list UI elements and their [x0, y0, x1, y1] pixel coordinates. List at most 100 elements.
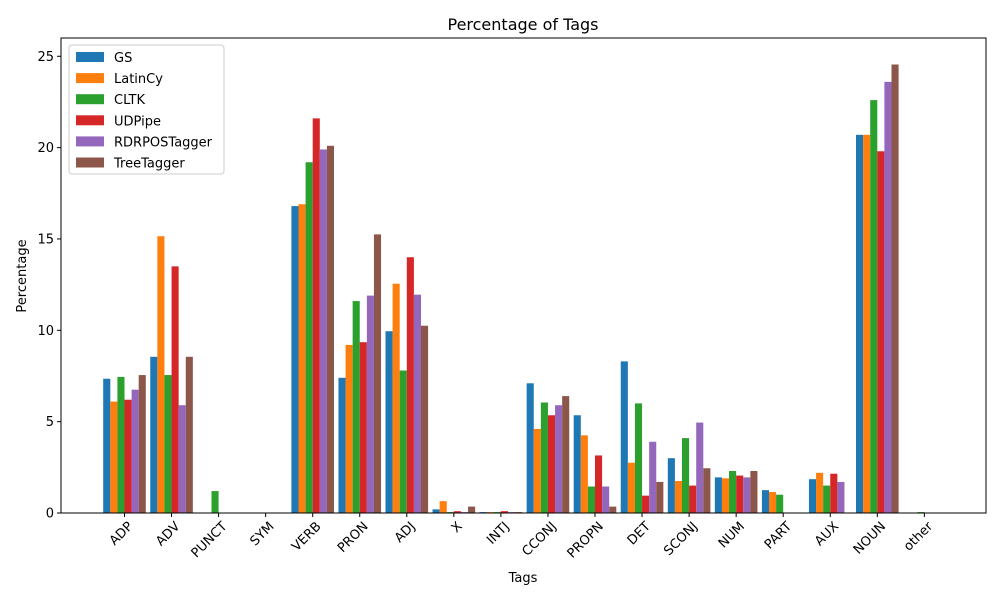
- bar-x-gs: [432, 509, 440, 513]
- bar-sconj-treetagger: [703, 468, 711, 513]
- bar-det-gs: [620, 361, 628, 513]
- bar-adp-rdrpostagger: [131, 389, 139, 513]
- bar-aux-gs: [808, 479, 817, 513]
- bar-propn-udpipe: [595, 455, 603, 513]
- bar-punct-cltk: [211, 491, 219, 513]
- bar-verb-gs: [291, 206, 299, 513]
- bar-x-treetagger: [468, 506, 476, 513]
- bar-noun-udpipe: [877, 151, 885, 513]
- legend-label-gs: GS: [114, 51, 132, 66]
- bar-num-gs: [714, 477, 722, 514]
- bar-part-latincy: [769, 491, 777, 513]
- bar-verb-treetagger: [326, 145, 334, 514]
- bar-cconj-udpipe: [547, 415, 556, 513]
- legend-swatch-gs: [76, 52, 104, 62]
- bar-aux-udpipe: [830, 473, 838, 513]
- bar-sconj-latincy: [674, 481, 682, 513]
- bar-adp-udpipe: [124, 399, 132, 513]
- bar-verb-latincy: [298, 204, 306, 513]
- y-axis-label: Percentage: [15, 239, 30, 312]
- bar-num-cltk: [729, 470, 737, 513]
- bar-cconj-latincy: [533, 428, 541, 513]
- bar-propn-treetagger: [609, 506, 617, 513]
- bar-noun-treetagger: [891, 64, 899, 514]
- bar-pron-treetagger: [373, 234, 382, 513]
- bar-noun-rdrpostagger: [884, 81, 892, 513]
- bar-pron-udpipe: [359, 342, 367, 513]
- plot-frame: [60, 37, 987, 514]
- bar-adv-gs: [150, 356, 158, 513]
- bar-det-udpipe: [642, 495, 650, 513]
- bar-adj-cltk: [399, 370, 407, 513]
- y-tick-label: 0: [46, 507, 54, 522]
- bar-propn-rdrpostagger: [602, 486, 610, 513]
- bar-adj-gs: [385, 331, 393, 513]
- bar-adp-latincy: [110, 401, 118, 513]
- x-axis-label: Tags: [508, 571, 538, 586]
- legend-swatch-cltk: [76, 94, 104, 105]
- bar-num-latincy: [721, 478, 730, 513]
- y-axis: 0 5 10 15 20 25: [37, 50, 61, 522]
- bar-part-gs: [761, 490, 769, 513]
- bar-num-rdrpostagger: [743, 477, 751, 514]
- bar-part-cltk: [776, 494, 784, 513]
- bar-sconj-rdrpostagger: [696, 422, 704, 513]
- bar-intj-udpipe: [500, 511, 508, 513]
- bar-propn-gs: [573, 415, 581, 513]
- bar-cconj-gs: [526, 383, 534, 513]
- y-tick-label: 5: [46, 415, 54, 430]
- legend-swatch-rdrpostagger: [76, 136, 104, 147]
- bar-propn-cltk: [587, 486, 595, 513]
- bar-adj-latincy: [392, 283, 400, 513]
- legend-label-rdrpostagger: RDRPOSTagger: [114, 135, 213, 150]
- bar-pron-latincy: [345, 344, 353, 513]
- bar-det-treetagger: [656, 481, 664, 513]
- bar-cconj-cltk: [540, 402, 548, 513]
- bar-adp-cltk: [117, 376, 125, 513]
- bar-sconj-cltk: [682, 438, 690, 513]
- bar-noun-cltk: [870, 100, 878, 514]
- bar-aux-latincy: [816, 472, 824, 513]
- y-tick-label: 25: [37, 50, 54, 65]
- legend-swatch-udpipe: [76, 115, 104, 126]
- bar-adp-treetagger: [138, 375, 146, 513]
- bar-num-udpipe: [736, 475, 744, 513]
- bars-group: [103, 64, 925, 514]
- bar-adj-rdrpostagger: [413, 294, 421, 513]
- bar-num-treetagger: [750, 470, 758, 513]
- legend-label-udpipe: UDPipe: [114, 114, 161, 129]
- bar-pron-gs: [338, 377, 346, 513]
- bar-adv-rdrpostagger: [178, 405, 186, 513]
- bar-sconj-gs: [667, 458, 675, 513]
- chart-title: Percentage of Tags: [447, 15, 598, 34]
- bar-adv-treetagger: [185, 356, 193, 513]
- bar-verb-cltk: [305, 162, 313, 514]
- legend-box: [68, 44, 225, 175]
- legend-swatch-treetagger: [76, 157, 104, 168]
- bar-det-latincy: [627, 462, 635, 513]
- y-tick-label: 10: [37, 324, 54, 339]
- bar-pron-rdrpostagger: [366, 295, 374, 513]
- legend-label-treetagger: TreeTagger: [113, 157, 185, 172]
- legend-label-latincy: LatinCy: [114, 72, 163, 87]
- bar-noun-gs: [856, 134, 864, 513]
- bar-x-latincy: [439, 501, 447, 514]
- bar-det-rdrpostagger: [649, 441, 657, 513]
- bar-det-cltk: [634, 403, 643, 513]
- bar-adv-udpipe: [171, 266, 179, 513]
- bar-adv-latincy: [157, 236, 165, 513]
- bar-sconj-udpipe: [689, 485, 697, 513]
- y-tick-label: 15: [37, 232, 54, 247]
- legend-label-cltk: CLTK: [114, 93, 145, 108]
- legend-swatch-latincy: [76, 73, 104, 84]
- bar-cconj-treetagger: [562, 396, 570, 513]
- bar-verb-udpipe: [312, 118, 320, 513]
- bar-adj-udpipe: [406, 257, 414, 513]
- bar-noun-latincy: [863, 134, 871, 513]
- bar-x-udpipe: [453, 511, 461, 513]
- bar-aux-cltk: [823, 485, 831, 513]
- bar-cconj-rdrpostagger: [555, 405, 563, 513]
- y-tick-label: 20: [37, 141, 54, 156]
